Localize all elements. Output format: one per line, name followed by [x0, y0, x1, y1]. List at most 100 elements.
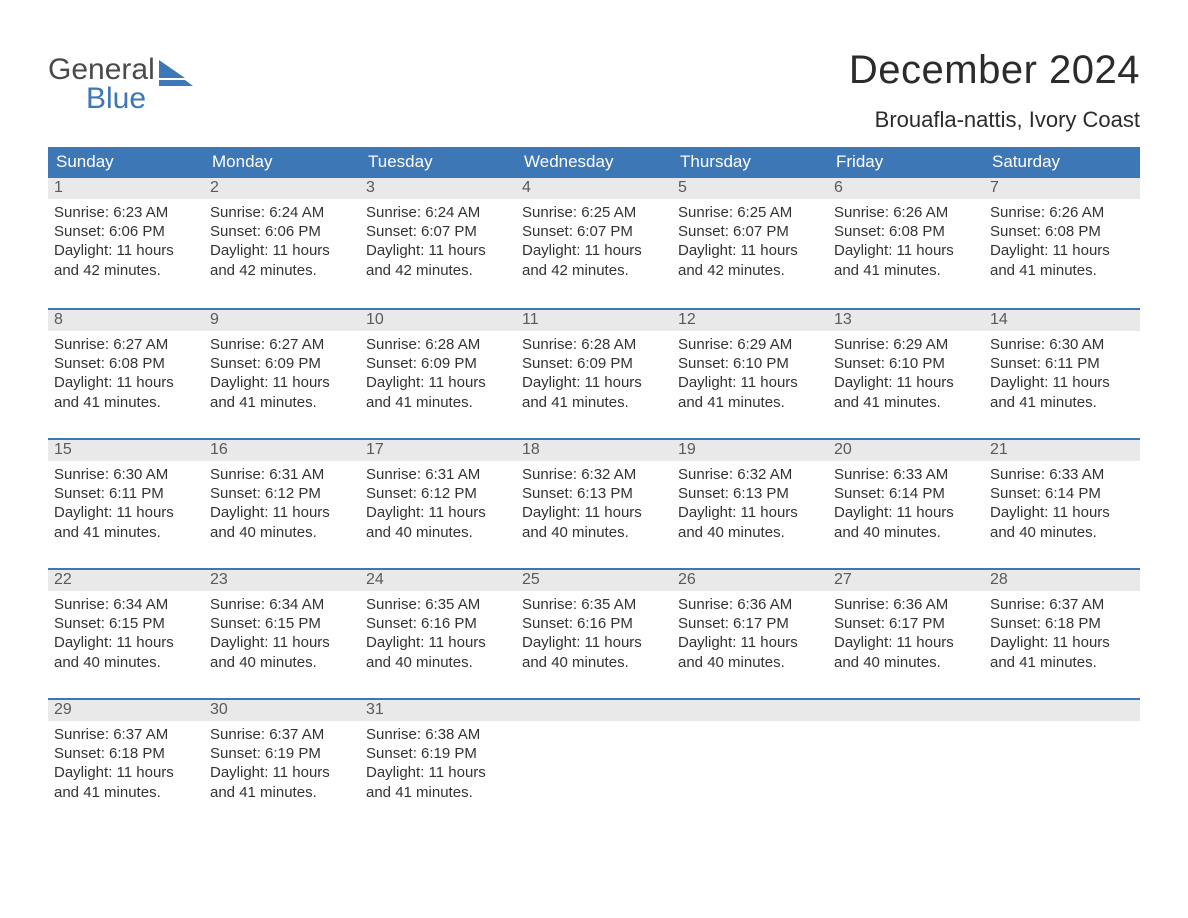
sunset-line: Sunset: 6:11 PM [54, 484, 198, 503]
sunset-line: Sunset: 6:08 PM [990, 222, 1134, 241]
day-number: 21 [984, 440, 1140, 461]
day-cell: 20Sunrise: 6:33 AMSunset: 6:14 PMDayligh… [828, 440, 984, 568]
sunset-line: Sunset: 6:08 PM [834, 222, 978, 241]
sunset-line: Sunset: 6:18 PM [54, 744, 198, 763]
day-cell: 31Sunrise: 6:38 AMSunset: 6:19 PMDayligh… [360, 700, 516, 828]
day-cell: 6Sunrise: 6:26 AMSunset: 6:08 PMDaylight… [828, 178, 984, 308]
day-number [984, 700, 1140, 721]
sunset-line: Sunset: 6:07 PM [366, 222, 510, 241]
week-row: 29 Sunrise: 6:37 AMSunset: 6:18 PM Dayligh… [48, 698, 1140, 828]
day-body: Sunrise: 6:31 AMSunset: 6:12 PMDaylight:… [360, 461, 516, 556]
day-number: 27 [828, 570, 984, 591]
day-cell: 25Sunrise: 6:35 AMSunset: 6:16 PMDayligh… [516, 570, 672, 698]
sunset-line: Sunset: 6:13 PM [522, 484, 666, 503]
daylight-line: Daylight: 11 hours and 41 minutes. [210, 763, 354, 801]
day-cell: 5Sunrise: 6:25 AMSunset: 6:07 PMDaylight… [672, 178, 828, 308]
sunrise-line: Sunrise: 6:31 AM [210, 465, 354, 484]
sunrise-line: Sunrise: 6:29 AM [678, 335, 822, 354]
sunrise-line: Sunrise: 6:37 AM [990, 595, 1134, 614]
calendar: SundayMondayTuesdayWednesdayThursdayFrid… [48, 147, 1140, 828]
day-body: Sunrise: 6:26 AMSunset: 6:08 PMDaylight:… [828, 199, 984, 294]
day-header-saturday: Saturday [984, 147, 1140, 178]
sunset-line: Sunset: 6:09 PM [522, 354, 666, 373]
day-number: 19 [672, 440, 828, 461]
day-cell: 3Sunrise: 6:24 AMSunset: 6:07 PMDaylight… [360, 178, 516, 308]
day-number [516, 700, 672, 721]
day-number: 23 [204, 570, 360, 591]
sunrise-line: Sunrise: 6:33 AM [990, 465, 1134, 484]
daylight-line: Daylight: 11 hours and 40 minutes. [678, 633, 822, 671]
day-cell: 4Sunrise: 6:25 AMSunset: 6:07 PMDaylight… [516, 178, 672, 308]
day-body: Sunrise: 6:30 AMSunset: 6:11 PMDaylight:… [48, 461, 204, 556]
daylight-line: Daylight: 11 hours and 42 minutes. [210, 241, 354, 279]
day-body: Sunrise: 6:27 AMSunset: 6:09 PMDaylight:… [204, 331, 360, 426]
day-body: Sunrise: 6:36 AMSunset: 6:17 PMDaylight:… [828, 591, 984, 686]
daylight-line: Daylight: 11 hours and 40 minutes. [834, 503, 978, 541]
daylight-line: Daylight: 11 hours and 42 minutes. [366, 241, 510, 279]
daylight-line: Daylight: 11 hours and 40 minutes. [54, 633, 198, 671]
sunrise-line: Sunrise: 6:29 AM [834, 335, 978, 354]
day-cell: 16Sunrise: 6:31 AMSunset: 6:12 PMDayligh… [204, 440, 360, 568]
day-body: Sunrise: 6:24 AMSunset: 6:07 PMDaylight:… [360, 199, 516, 294]
day-cell: 9Sunrise: 6:27 AMSunset: 6:09 PMDaylight… [204, 310, 360, 438]
day-header-wednesday: Wednesday [516, 147, 672, 178]
daylight-line: Daylight: 11 hours and 42 minutes. [678, 241, 822, 279]
day-number: 26 [672, 570, 828, 591]
day-cell: 23Sunrise: 6:34 AMSunset: 6:15 PMDayligh… [204, 570, 360, 698]
sunrise-line: Sunrise: 6:37 AM [54, 725, 198, 744]
sunrise-line: Sunrise: 6:27 AM [54, 335, 198, 354]
day-header-monday: Monday [204, 147, 360, 178]
day-cell: 7Sunrise: 6:26 AMSunset: 6:08 PMDaylight… [984, 178, 1140, 308]
day-number: 17 [360, 440, 516, 461]
day-cell: 17Sunrise: 6:31 AMSunset: 6:12 PMDayligh… [360, 440, 516, 568]
sunrise-line: Sunrise: 6:30 AM [54, 465, 198, 484]
day-number: 14 [984, 310, 1140, 331]
day-number: 12 [672, 310, 828, 331]
sunset-line: Sunset: 6:14 PM [990, 484, 1134, 503]
day-number: 22 [48, 570, 204, 591]
day-cell: 29Sunrise: 6:37 AMSunset: 6:18 PMDayligh… [48, 700, 204, 828]
daylight-line: Daylight: 11 hours and 41 minutes. [834, 373, 978, 411]
sunset-line: Sunset: 6:16 PM [522, 614, 666, 633]
sunset-line: Sunset: 6:19 PM [210, 744, 354, 763]
week-row: 8Sunrise: 6:27 AMSunset: 6:08 PMDaylight… [48, 308, 1140, 438]
day-number: 20 [828, 440, 984, 461]
day-body: Sunrise: 6:34 AMSunset: 6:15 PMDaylight:… [204, 591, 360, 686]
day-body: Sunrise: 6:27 AMSunset: 6:08 PMDaylight:… [48, 331, 204, 426]
day-body: Sunrise: 6:23 AMSunset: 6:06 PMDaylight:… [48, 199, 204, 294]
daylight-line: Daylight: 11 hours and 40 minutes. [522, 633, 666, 671]
sunrise-line: Sunrise: 6:23 AM [54, 203, 198, 222]
daylight-line: Daylight: 11 hours and 40 minutes. [678, 503, 822, 541]
logo-text: General Blue [48, 56, 155, 113]
week-row: 1Sunrise: 6:23 AMSunset: 6:06 PMDaylight… [48, 178, 1140, 308]
sunrise-line: Sunrise: 6:28 AM [366, 335, 510, 354]
sunset-line: Sunset: 6:06 PM [210, 222, 354, 241]
logo-word-1: General [48, 56, 155, 85]
day-number: 10 [360, 310, 516, 331]
location: Brouafla-nattis, Ivory Coast [849, 107, 1140, 133]
day-header-tuesday: Tuesday [360, 147, 516, 178]
day-number: 1 [48, 178, 204, 199]
sunset-line: Sunset: 6:17 PM [834, 614, 978, 633]
day-number: 13 [828, 310, 984, 331]
sunset-line: Sunset: 6:08 PM [54, 354, 198, 373]
daylight-line: Daylight: 11 hours and 41 minutes. [210, 373, 354, 411]
day-number: 29 [48, 700, 204, 721]
sunrise-line: Sunrise: 6:38 AM [366, 725, 510, 744]
logo: General Blue [48, 48, 193, 113]
day-body [672, 721, 828, 739]
sunrise-line: Sunrise: 6:33 AM [834, 465, 978, 484]
day-number: 3 [360, 178, 516, 199]
sunrise-line: Sunrise: 6:35 AM [366, 595, 510, 614]
day-body: Sunrise: 6:25 AMSunset: 6:07 PMDaylight:… [672, 199, 828, 294]
daylight-line: Daylight: 11 hours and 41 minutes. [678, 373, 822, 411]
page: General Blue December 2024 Brouafla-natt… [0, 0, 1188, 828]
day-number [672, 700, 828, 721]
day-cell: 19Sunrise: 6:32 AMSunset: 6:13 PMDayligh… [672, 440, 828, 568]
weeks-container: 1Sunrise: 6:23 AMSunset: 6:06 PMDaylight… [48, 178, 1140, 828]
day-cell: 1Sunrise: 6:23 AMSunset: 6:06 PMDaylight… [48, 178, 204, 308]
sunset-line: Sunset: 6:11 PM [990, 354, 1134, 373]
day-header-sunday: Sunday [48, 147, 204, 178]
sunrise-line: Sunrise: 6:24 AM [366, 203, 510, 222]
sunrise-line: Sunrise: 6:25 AM [522, 203, 666, 222]
